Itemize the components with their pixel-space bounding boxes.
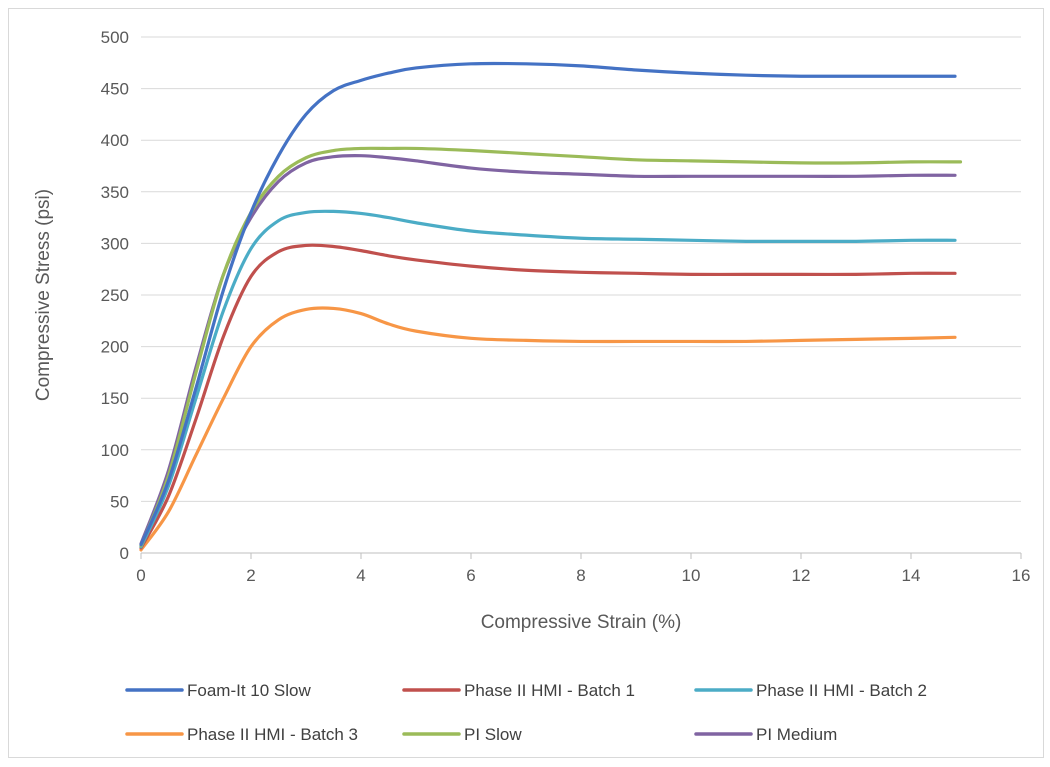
- line-chart: 0 50 100 150 200 250 300 350 400 450 500 0 2 4 6 8 10 12 1…: [33, 28, 1031, 744]
- tick-labels: 0 50 100 150 200 250 300 350 400 450 500 0 2 4 6 8 10 12 1…: [101, 28, 1031, 585]
- y-tick-label: 300: [101, 234, 129, 253]
- y-tick-label: 50: [110, 492, 129, 511]
- y-tick-label: 350: [101, 183, 129, 202]
- x-tick-label: 4: [356, 566, 365, 585]
- series-line-phase-ii-hmi-batch-1: [139, 243, 957, 550]
- x-tick-label: 2: [246, 566, 255, 585]
- y-tick-label: 0: [120, 544, 129, 563]
- x-tick-label: 10: [682, 566, 701, 585]
- chart-frame: 0 50 100 150 200 250 300 350 400 450 500 0 2 4 6 8 10 12 1…: [8, 8, 1044, 758]
- series-line-pi-medium: [139, 154, 957, 546]
- legend-item-pi-medium: PI Medium: [694, 725, 837, 744]
- y-tick-label: 400: [101, 131, 129, 150]
- legend-item-phase-ii-hmi-batch-3: Phase II HMI - Batch 3: [125, 725, 358, 744]
- series-line-phase-ii-hmi-batch-2: [139, 209, 957, 549]
- series-lines: [139, 61, 963, 552]
- y-tick-label: 200: [101, 338, 129, 357]
- axes: [140, 552, 1022, 559]
- legend-label: Foam-It 10 Slow: [187, 681, 311, 700]
- x-tick-label: 12: [792, 566, 811, 585]
- y-tick-label: 500: [101, 28, 129, 47]
- y-tick-label: 450: [101, 80, 129, 99]
- series-line-pi-slow: [139, 146, 963, 548]
- x-tick-label: 8: [576, 566, 585, 585]
- legend: Foam-It 10 Slow Phase II HMI - Batch 1 Pha…: [125, 681, 927, 744]
- legend-label: PI Medium: [756, 725, 837, 744]
- legend-label: Phase II HMI - Batch 2: [756, 681, 927, 700]
- legend-item-pi-slow: PI Slow: [402, 725, 522, 744]
- x-tick-label: 14: [902, 566, 921, 585]
- legend-item-foam-it-10-slow: Foam-It 10 Slow: [125, 681, 311, 700]
- legend-label: Phase II HMI - Batch 3: [187, 725, 358, 744]
- legend-label: PI Slow: [464, 725, 522, 744]
- x-tick-label: 16: [1012, 566, 1031, 585]
- y-axis-title: Compressive Stress (psi): [33, 189, 54, 401]
- legend-item-phase-ii-hmi-batch-1: Phase II HMI - Batch 1: [402, 681, 635, 700]
- y-tick-label: 150: [101, 389, 129, 408]
- x-axis-title: Compressive Strain (%): [481, 612, 682, 633]
- x-tick-label: 0: [136, 566, 145, 585]
- gridlines: [141, 36, 1021, 502]
- series-line-foam-it-10-slow: [139, 61, 957, 547]
- y-tick-label: 100: [101, 441, 129, 460]
- series-line-phase-ii-hmi-batch-3: [139, 306, 957, 552]
- legend-item-phase-ii-hmi-batch-2: Phase II HMI - Batch 2: [694, 681, 927, 700]
- x-tick-label: 6: [466, 566, 475, 585]
- legend-label: Phase II HMI - Batch 1: [464, 681, 635, 700]
- y-tick-label: 250: [101, 286, 129, 305]
